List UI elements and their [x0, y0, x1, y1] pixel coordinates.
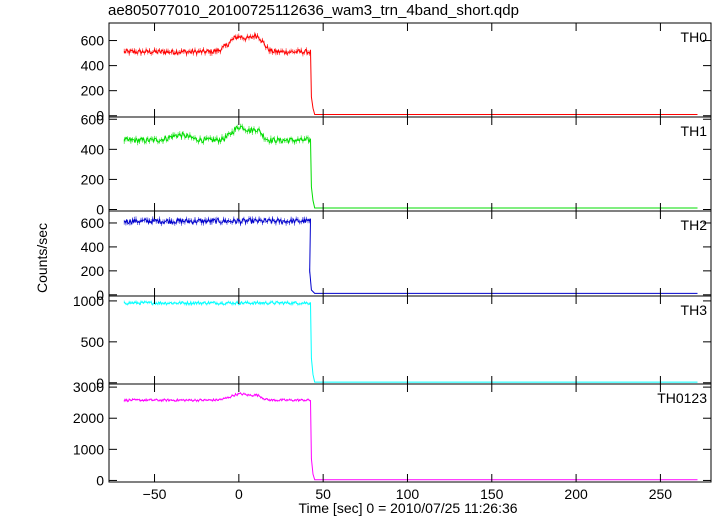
x-tick-label: 150 [480, 486, 504, 502]
panel-th0123 [123, 392, 698, 481]
y-tick-label: 500 [81, 334, 105, 350]
y-tick-label: 400 [81, 58, 105, 74]
y-tick-label: 600 [81, 33, 105, 49]
panel-th2 [123, 216, 698, 294]
y-tick-label: 0 [96, 472, 104, 488]
chart-title: ae805077010_20100725112636_wam3_trn_4ban… [108, 2, 519, 19]
y-tick-label: 400 [81, 239, 105, 255]
x-tick-label: 250 [649, 486, 673, 502]
error-bars-th0123 [123, 392, 311, 403]
y-tick-label: 2000 [73, 410, 104, 426]
panel-label-th2: TH2 [681, 217, 708, 233]
panel-label-th0: TH0 [681, 29, 708, 45]
y-tick-label: 600 [81, 111, 105, 127]
x-tick-label: 0 [235, 486, 243, 502]
series-line-th2 [123, 216, 698, 294]
panel-frame-th0 [108, 22, 712, 118]
y-tick-label: 3000 [73, 379, 104, 395]
error-bars-th2 [123, 216, 311, 274]
panel-th0 [123, 31, 698, 115]
y-tick-label: 200 [81, 263, 105, 279]
y-axis-label: Counts/sec [34, 223, 50, 293]
x-tick-label: 50 [315, 486, 331, 502]
y-tick-label: 0 [96, 201, 104, 217]
y-tick-label: 0 [96, 375, 104, 391]
panel-label-th0123: TH0123 [657, 390, 707, 406]
series-line-th1 [123, 125, 698, 209]
panel-frame-th0123 [108, 383, 712, 483]
error-bars-th0 [123, 33, 311, 57]
y-tick-label: 600 [81, 215, 105, 231]
y-tick-label: 200 [81, 171, 105, 187]
y-tick-label: 400 [81, 141, 105, 157]
x-tick-label: 100 [396, 486, 420, 502]
panel-th3 [123, 300, 698, 383]
panel-frame-th1 [108, 116, 712, 212]
y-tick-label: 0 [96, 287, 104, 303]
panel-label-th3: TH3 [681, 302, 708, 318]
x-tick-label: −50 [143, 486, 167, 502]
x-axis-label: Time [sec] 0 = 2010/07/25 11:26:36 [298, 500, 517, 516]
y-tick-label: 0 [96, 108, 104, 124]
y-tick-label: 1000 [73, 441, 104, 457]
error-bars-th3 [123, 300, 311, 306]
panel-frame-th2 [108, 210, 712, 297]
x-tick-label: 200 [564, 486, 588, 502]
series-line-th3 [123, 300, 698, 383]
y-tick-label: 200 [81, 83, 105, 99]
error-bars-th1 [123, 123, 311, 146]
y-tick-label: 1000 [73, 293, 104, 309]
series-line-th0 [123, 31, 698, 115]
panel-th1 [123, 123, 698, 209]
panel-frame-th3 [108, 295, 712, 385]
panel-label-th1: TH1 [681, 123, 708, 139]
series-line-th0123 [123, 392, 698, 481]
